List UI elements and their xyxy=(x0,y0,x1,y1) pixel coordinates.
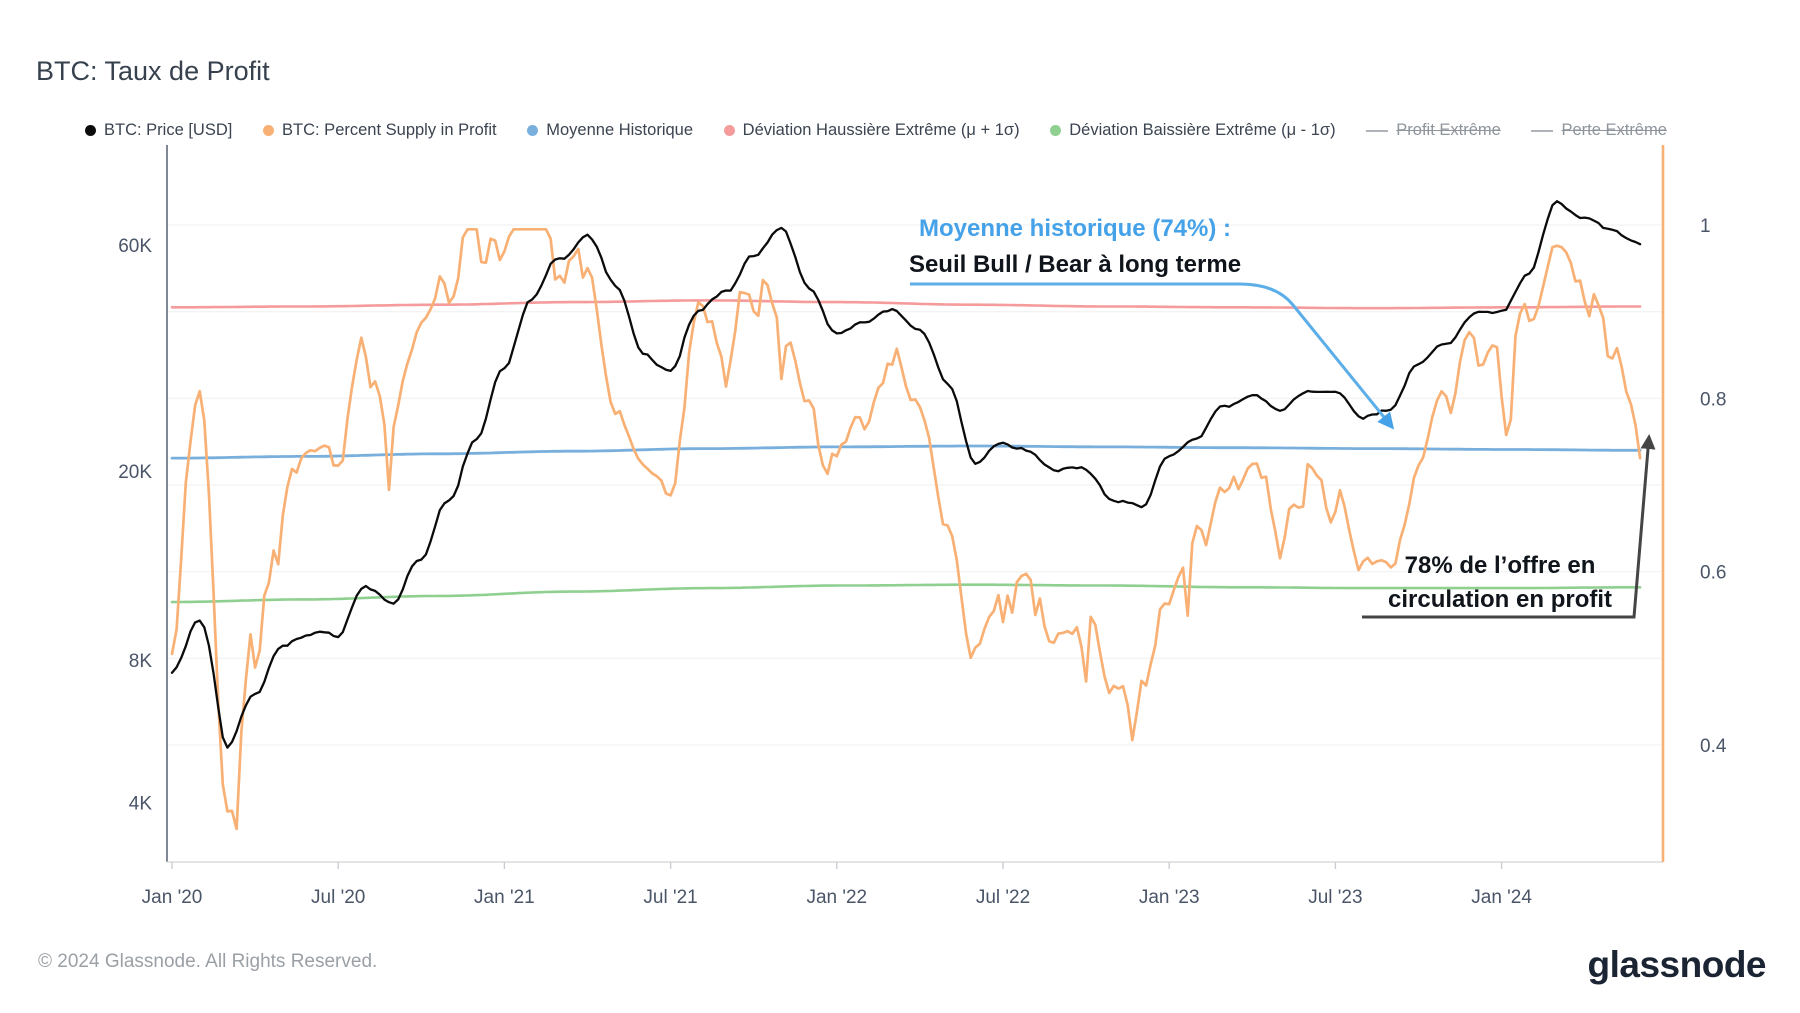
x-tick-label: Jan '24 xyxy=(1471,887,1532,908)
legend-item-percent-supply-in-profit[interactable]: BTC: Percent Supply in Profit xyxy=(263,121,497,140)
legend-item-deviation-baissiere[interactable]: Déviation Baissière Extrême (μ - 1σ) xyxy=(1050,121,1336,140)
supply-annotation-arrow xyxy=(1362,434,1656,619)
page-title: BTC: Taux de Profit xyxy=(36,56,270,87)
x-tick-label: Jan '22 xyxy=(806,887,867,908)
y-tick-left: 4K xyxy=(129,793,153,814)
mean-annotation-line2: Seuil Bull / Bear à long terme xyxy=(908,251,1242,278)
moyenne-historique-marker-icon xyxy=(527,125,539,136)
y-tick-left: 20K xyxy=(118,462,152,483)
y-tick-right: 0.4 xyxy=(1700,736,1727,757)
series-2 xyxy=(170,444,1642,460)
profit-extreme-marker-icon xyxy=(1366,129,1389,132)
legend-label: Moyenne Historique xyxy=(546,121,694,139)
legend-label: Déviation Haussière Extrême (μ + 1σ) xyxy=(742,121,1020,139)
x-tick-label: Jan '23 xyxy=(1139,887,1200,908)
series-4 xyxy=(170,583,1642,604)
y-tick-left: 60K xyxy=(118,236,152,257)
y-tick-right: 0.6 xyxy=(1700,563,1726,584)
x-tick-label: Jul '21 xyxy=(643,887,697,908)
perte-extreme-marker-icon xyxy=(1531,129,1554,132)
legend-item-deviation-haussiere[interactable]: Déviation Haussière Extrême (μ + 1σ) xyxy=(723,121,1020,140)
btc-price-marker-icon xyxy=(85,125,96,136)
legend-label: BTC: Price [USD] xyxy=(104,121,233,139)
x-tick-label: Jul '20 xyxy=(311,887,365,908)
legend-label: Perte Extrême xyxy=(1561,121,1667,139)
series-0 xyxy=(170,200,1642,749)
copyright-text: © 2024 Glassnode. All Rights Reserved. xyxy=(38,951,378,972)
series-1 xyxy=(170,227,1642,831)
x-tick-label: Jul '22 xyxy=(976,887,1030,908)
y-tick-right: 0.8 xyxy=(1700,389,1726,410)
y-tick-left: 8K xyxy=(129,651,153,672)
deviation-haussiere-marker-icon xyxy=(723,125,735,136)
legend-item-perte-extreme[interactable]: Perte Extrême xyxy=(1531,121,1667,140)
legend-item-btc-price[interactable]: BTC: Price [USD] xyxy=(85,121,232,140)
legend-label: Déviation Baissière Extrême (μ - 1σ) xyxy=(1069,121,1336,139)
legend-label: BTC: Percent Supply in Profit xyxy=(282,121,497,139)
supply-annotation-line2: circulation en profit xyxy=(1387,586,1612,613)
series-3 xyxy=(170,299,1642,310)
percent-supply-in-profit-marker-icon xyxy=(263,125,275,136)
x-tick-label: Jan '21 xyxy=(474,887,535,908)
glassnode-logo: glassnode xyxy=(1587,944,1767,985)
mean-annotation-line1: Moyenne historique (74%) : xyxy=(918,215,1232,242)
deviation-baissiere-marker-icon xyxy=(1050,125,1062,136)
supply-annotation: 78% de l’offre en circulation en profit xyxy=(1358,549,1642,617)
mean-annotation: Moyenne historique (74%) : Seuil Bull / … xyxy=(900,211,1250,283)
mean-annotation-arrow xyxy=(910,282,1395,430)
legend-item-moyenne-historique[interactable]: Moyenne Historique xyxy=(527,121,693,140)
x-tick-label: Jan '20 xyxy=(142,887,203,908)
supply-annotation-line1: 78% de l’offre en xyxy=(1404,552,1596,579)
legend-item-profit-extreme[interactable]: Profit Extrême xyxy=(1366,121,1501,140)
legend-label: Profit Extrême xyxy=(1396,121,1501,139)
y-tick-right: 1 xyxy=(1700,216,1711,237)
x-tick-label: Jul '23 xyxy=(1308,887,1362,908)
legend: BTC: Price [USD] BTC: Percent Supply in P… xyxy=(85,121,1667,140)
